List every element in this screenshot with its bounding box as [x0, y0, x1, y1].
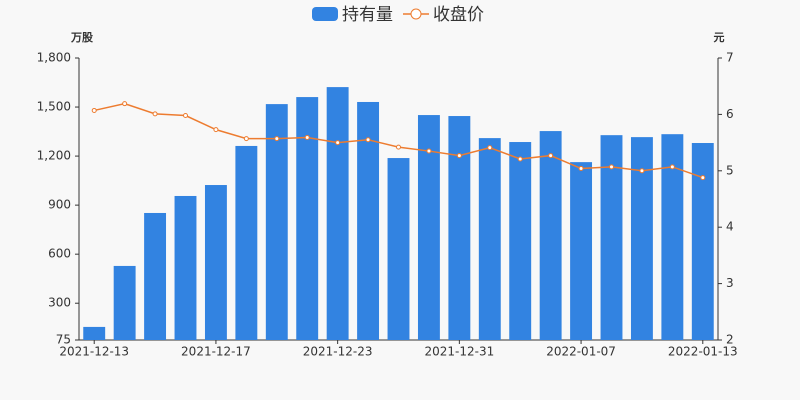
bar: [539, 131, 562, 340]
bar: [478, 138, 501, 340]
point: [91, 107, 97, 113]
point: [517, 156, 523, 162]
point: [152, 111, 158, 117]
bar: [509, 142, 532, 340]
point: [243, 136, 249, 142]
bar: [235, 145, 258, 340]
y-tick-label: 600: [48, 247, 71, 261]
bar: [204, 185, 227, 340]
y-tick-label: 900: [48, 198, 71, 212]
y2-tick-label: 7: [726, 51, 734, 65]
y-tick-label: 1,800: [37, 51, 71, 65]
bar: [174, 195, 197, 340]
legend-label[interactable]: 收盘价: [433, 5, 484, 25]
x-tick-label: 2021-12-31: [424, 345, 494, 359]
point: [183, 113, 188, 119]
point: [669, 164, 675, 170]
y2-tick-label: 2: [726, 333, 734, 347]
y-axis-title: 万股: [70, 31, 94, 44]
bar: [296, 97, 319, 340]
legend-label[interactable]: 持有量: [342, 5, 393, 25]
x-tick-label: 2022-01-07: [546, 345, 616, 359]
point: [365, 137, 371, 143]
y-tick-label: 300: [48, 296, 71, 310]
point: [213, 127, 219, 133]
bar: [417, 115, 440, 340]
point: [335, 140, 341, 146]
bar: [570, 162, 593, 340]
y-tick-label: 1,200: [37, 149, 71, 163]
point: [578, 166, 584, 172]
y2-axis-title: 元: [714, 31, 725, 44]
bar: [387, 158, 410, 340]
y2-tick-label: 4: [726, 220, 734, 234]
point: [639, 168, 645, 174]
y-tick-label: 75: [56, 333, 71, 347]
x-tick-label: 2021-12-23: [303, 345, 373, 359]
y2-tick-label: 5: [726, 163, 734, 177]
point: [304, 135, 310, 141]
point: [426, 148, 432, 154]
bar: [448, 116, 471, 340]
bar: [113, 265, 136, 340]
point: [122, 101, 128, 107]
y2-tick-label: 6: [726, 107, 734, 121]
point: [700, 175, 706, 181]
x-tick-label: 2022-01-13: [668, 345, 738, 359]
bar: [265, 104, 288, 341]
bar: [691, 143, 714, 340]
y-tick-label: 1,500: [37, 100, 71, 114]
bar: [630, 137, 653, 340]
bar: [661, 134, 684, 340]
x-tick-label: 2021-12-13: [59, 345, 129, 359]
legend-swatch: [312, 7, 338, 21]
bar: [144, 212, 167, 340]
point: [548, 153, 554, 159]
bar: [600, 135, 623, 340]
legend-swatch: [410, 8, 422, 20]
point: [396, 144, 401, 150]
point: [274, 136, 280, 142]
bar: [357, 101, 380, 341]
point: [609, 164, 614, 170]
point: [487, 145, 493, 151]
point: [456, 153, 462, 159]
bar: [326, 87, 349, 341]
y2-tick-label: 3: [726, 276, 734, 290]
bar: [83, 326, 106, 340]
x-tick-label: 2021-12-17: [181, 345, 251, 359]
